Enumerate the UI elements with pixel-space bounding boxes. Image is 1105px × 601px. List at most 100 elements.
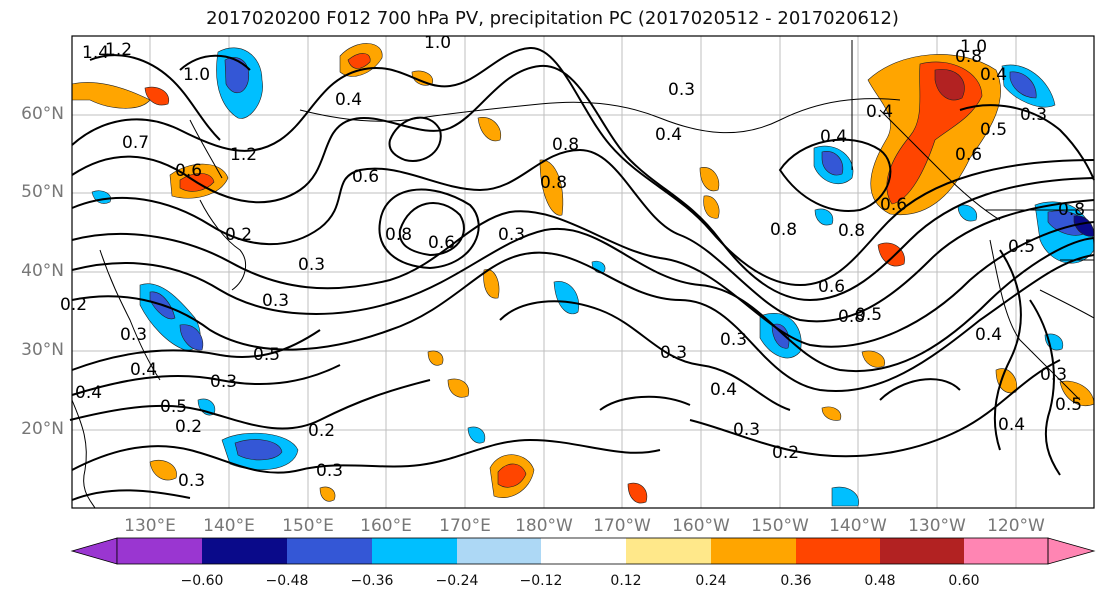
precip-negative-patch: [814, 208, 834, 226]
precip-positive-patch: [477, 117, 502, 142]
contour-label: 0.4: [710, 380, 737, 400]
contour-label: 0.4: [980, 65, 1007, 85]
pv-contour-line: [778, 138, 892, 212]
contour-label: 0.6: [955, 145, 982, 165]
precip-positive-patch: [877, 242, 905, 267]
lon-label: 140°E: [203, 516, 255, 536]
contour-label: 0.3: [668, 80, 695, 100]
lat-label: 50°N: [21, 182, 64, 202]
pv-contour-line: [879, 378, 961, 401]
colorbar-tick-label: −0.60: [180, 573, 224, 589]
contour-label: 0.5: [1008, 237, 1035, 257]
precip-positive-patch: [483, 269, 500, 299]
lat-label: 40°N: [21, 261, 64, 281]
precip-negative-patch: [224, 57, 250, 94]
contour-label: 0.4: [820, 127, 847, 147]
contour-label: 0.3: [178, 471, 205, 491]
pv-contour-line: [689, 359, 1061, 458]
precip-negative-patch: [234, 439, 283, 461]
colorbar-tick-label: 0.48: [864, 573, 896, 589]
contour-label: 0.5: [253, 345, 280, 365]
colorbar-segment: [626, 538, 711, 564]
contour-label: 0.8: [552, 135, 579, 155]
colorbar-segment: [287, 538, 372, 564]
precip-negative-patch: [467, 426, 486, 444]
precip-positive-patch: [319, 486, 336, 502]
contour-label: 0.3: [210, 372, 237, 392]
lon-label: 130°W: [908, 516, 966, 536]
contour-label: 0.3: [660, 343, 687, 363]
contour-label: 0.2: [308, 421, 335, 441]
coastline: [299, 98, 901, 134]
contour-label: 0.6: [175, 161, 202, 181]
precip-positive-patch: [703, 195, 720, 219]
coastline: [99, 249, 161, 381]
colorbar-extend-left: [70, 537, 118, 565]
precip-patches: [71, 43, 1095, 507]
contour-label: 0.3: [720, 330, 747, 350]
pv-contour-line: [71, 46, 1095, 287]
lon-label: 120°W: [987, 516, 1045, 536]
contour-label: 1.2: [230, 145, 257, 165]
pv-contour-line: [71, 64, 1095, 302]
colorbar-extend-right: [1047, 537, 1096, 565]
contour-label: 1.0: [183, 65, 210, 85]
colorbar-tick-label: −0.24: [435, 573, 479, 589]
lon-label: 150°E: [282, 516, 334, 536]
contour-label: 0.4: [866, 102, 893, 122]
pv-contour-line: [378, 188, 480, 270]
colorbar-segment: [541, 538, 626, 564]
lon-label: 170°W: [593, 516, 651, 536]
contour-label: 0.8: [955, 47, 982, 67]
contour-label: 0.6: [352, 167, 379, 187]
colorbar-segment: [372, 538, 457, 564]
precip-negative-patch: [831, 486, 859, 507]
contour-labels: 1.4 1.2 1.0 0.7 0.6 1.2 0.4 0.2 0.3 0.8 …: [60, 33, 1085, 491]
pv-contour-line: [71, 251, 1095, 393]
contour-label: 0.3: [262, 291, 289, 311]
lon-label: 160°E: [360, 516, 412, 536]
contour-label: 0.8: [838, 221, 865, 241]
lon-label: 140°W: [829, 516, 887, 536]
colorbar-tick-label: 0.24: [695, 573, 727, 589]
contour-label: 0.2: [225, 225, 252, 245]
lat-label: 20°N: [21, 419, 64, 439]
pv-contour-line: [71, 227, 1095, 373]
precip-positive-patch: [497, 463, 527, 488]
pv-contour-line: [71, 329, 321, 371]
contour-label: 0.2: [60, 295, 87, 315]
precip-positive-patch: [699, 167, 720, 192]
contour-label: 0.5: [980, 120, 1007, 140]
lon-label: 170°E: [439, 516, 491, 536]
lon-label: 130°E: [124, 516, 176, 536]
pv-contour-line: [71, 438, 661, 474]
contour-label: 0.3: [298, 255, 325, 275]
precip-negative-patch: [1009, 71, 1037, 99]
contour-label: 1.2: [105, 40, 132, 60]
contour-label: 0.8: [838, 307, 865, 327]
contour-label: 0.2: [175, 417, 202, 437]
pv-contour-line: [69, 379, 431, 430]
pv-contour-line: [1029, 299, 1061, 476]
contour-label: 0.3: [498, 225, 525, 245]
colorbar-tick-label: −0.36: [350, 573, 394, 589]
coastline: [879, 109, 1001, 221]
precip-positive-patch: [347, 53, 371, 69]
pv-contour-line: [179, 54, 251, 71]
colorbar-segment: [457, 538, 541, 564]
contour-label: 0.3: [120, 325, 147, 345]
coastline: [1039, 289, 1095, 319]
colorbar-segment: [117, 538, 202, 564]
contour-label: 0.6: [818, 277, 845, 297]
precip-negative-patch: [179, 324, 204, 351]
contour-label: 0.6: [428, 233, 455, 253]
precip-positive-patch: [861, 350, 885, 368]
colorbar-segment: [202, 538, 287, 564]
colorbar-segment: [880, 538, 964, 564]
coastline: [189, 119, 223, 179]
pv-contour-line: [398, 202, 465, 257]
precip-positive-patch: [144, 86, 170, 106]
precip-negative-patch: [957, 204, 978, 222]
contour-label: 0.3: [733, 420, 760, 440]
contour-label: 1.0: [424, 33, 451, 53]
